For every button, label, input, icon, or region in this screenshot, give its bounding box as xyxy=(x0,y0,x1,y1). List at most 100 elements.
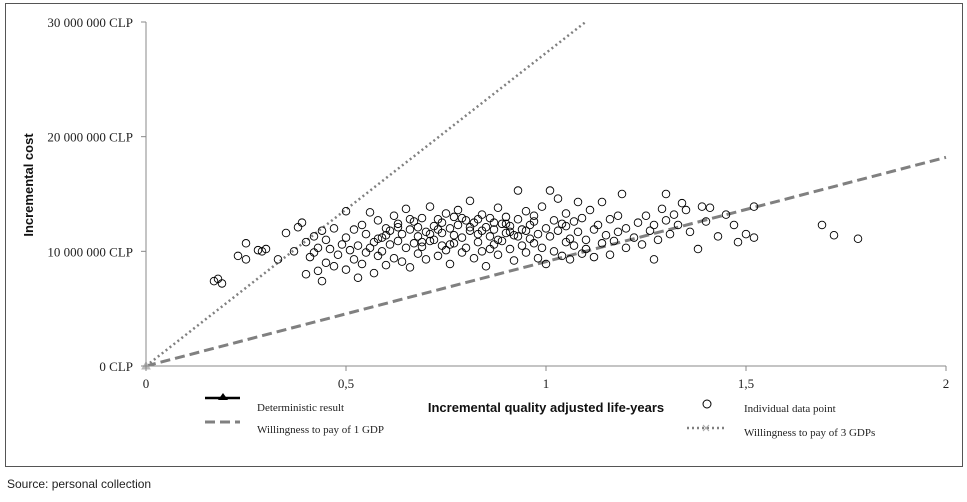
data-point xyxy=(461,216,471,225)
data-point xyxy=(361,229,371,239)
data-point xyxy=(301,270,311,279)
data-point xyxy=(469,253,479,263)
data-point xyxy=(465,226,475,235)
data-point xyxy=(493,250,503,260)
data-point xyxy=(581,235,591,245)
legend: Deterministic result Willingness to pay o… xyxy=(205,393,875,439)
data-point xyxy=(309,232,319,241)
data-point xyxy=(681,205,691,215)
data-point xyxy=(569,241,579,250)
data-point xyxy=(749,202,759,211)
data-point xyxy=(481,261,491,271)
data-point xyxy=(313,243,323,253)
data-point xyxy=(549,216,559,225)
data-point xyxy=(357,220,367,230)
data-point xyxy=(441,245,451,255)
data-point xyxy=(417,242,427,251)
data-point xyxy=(273,255,283,264)
data-point xyxy=(685,227,695,237)
data-point xyxy=(365,243,375,253)
data-point xyxy=(385,240,395,249)
data-point xyxy=(513,232,523,241)
data-point xyxy=(489,218,499,227)
data-point xyxy=(405,225,415,234)
data-point xyxy=(381,224,391,233)
data-point xyxy=(697,202,707,211)
data-point xyxy=(589,225,599,234)
data-point xyxy=(601,231,611,240)
data-point xyxy=(613,211,623,221)
data-point xyxy=(357,259,367,269)
data-point xyxy=(541,224,551,233)
data-point xyxy=(741,229,751,239)
data-point xyxy=(413,249,423,258)
data-point xyxy=(665,229,675,239)
data-point xyxy=(653,235,663,245)
data-point xyxy=(405,263,415,272)
data-point xyxy=(457,248,467,257)
data-point xyxy=(329,261,339,271)
data-point xyxy=(493,235,503,245)
data-point xyxy=(217,279,227,288)
legend-item: Deterministic result xyxy=(205,393,344,414)
data-point xyxy=(549,247,559,256)
data-point xyxy=(477,247,487,256)
data-point xyxy=(513,186,523,195)
legend-item: Willingness to pay of 1 GDP xyxy=(205,420,384,436)
data-point xyxy=(501,228,511,238)
data-point xyxy=(585,205,595,215)
data-point xyxy=(589,252,599,262)
data-point xyxy=(621,243,631,253)
data-point xyxy=(649,220,659,230)
data-point xyxy=(373,251,383,261)
data-point xyxy=(341,265,351,274)
data-point xyxy=(393,219,403,229)
data-point xyxy=(341,233,351,242)
data-point xyxy=(553,226,563,235)
data-point xyxy=(441,209,451,218)
data-point xyxy=(281,228,291,238)
data-point xyxy=(313,266,323,276)
data-point xyxy=(409,217,419,226)
data-point xyxy=(541,259,551,269)
data-point xyxy=(573,197,583,207)
data-point xyxy=(253,245,263,255)
data-point xyxy=(473,214,483,224)
data-point xyxy=(661,189,671,199)
x-tick-label: 1,5 xyxy=(738,376,754,391)
legend-label: Deterministic result xyxy=(257,402,344,414)
data-point xyxy=(501,219,511,229)
data-point xyxy=(389,253,399,263)
data-point xyxy=(473,237,483,247)
data-point xyxy=(317,276,327,286)
data-point xyxy=(209,276,219,286)
legend-circle-icon xyxy=(702,399,712,409)
data-point xyxy=(329,224,339,233)
data-point xyxy=(557,219,567,229)
data-point xyxy=(349,225,359,234)
data-point xyxy=(733,237,743,247)
legend-triangle-icon xyxy=(218,393,228,400)
data-point xyxy=(489,225,499,234)
data-point xyxy=(349,255,359,264)
data-point xyxy=(421,255,431,264)
tick-labels: 0 0,5 1 1,5 2 0 CLP 10 000 000 CLP 20 000 000 C… xyxy=(47,15,949,391)
data-point xyxy=(317,226,327,235)
data-point xyxy=(301,237,311,247)
data-point xyxy=(493,203,503,213)
data-point xyxy=(529,217,539,226)
wtp-3gdp-line xyxy=(146,22,588,367)
data-point xyxy=(569,217,579,226)
wtp-1gdp-line xyxy=(146,155,947,367)
data-point xyxy=(365,208,375,217)
data-point xyxy=(445,259,455,269)
x-tick-label: 0,5 xyxy=(338,376,354,391)
data-point xyxy=(553,194,563,203)
data-point xyxy=(465,196,475,206)
data-point xyxy=(577,213,587,223)
data-point xyxy=(669,210,679,219)
data-point xyxy=(721,210,731,219)
y-tick-label: 10 000 000 CLP xyxy=(47,244,133,259)
data-point xyxy=(453,205,463,215)
data-point xyxy=(233,251,243,261)
